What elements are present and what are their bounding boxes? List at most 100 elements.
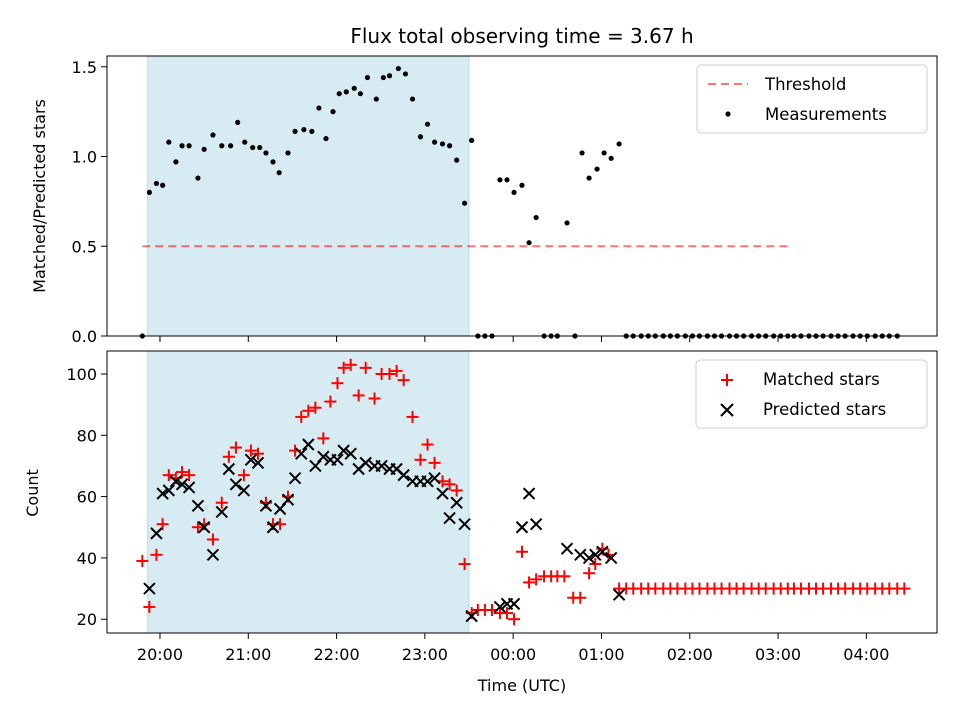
matched-star-point: [421, 438, 434, 451]
predicted-star-point: [443, 511, 456, 525]
matched-star-point: [191, 521, 204, 534]
matched-star-point: [368, 392, 381, 405]
predicted-star-point: [507, 597, 521, 611]
matched-star-point: [558, 570, 571, 583]
matched-star-point: [359, 361, 372, 374]
matched-star-point: [183, 469, 196, 482]
predicted-star-point: [229, 478, 243, 491]
predicted-star-point: [458, 517, 471, 531]
matched-star-point: [251, 447, 264, 460]
measurement-point: [336, 91, 342, 97]
matched-star-point: [222, 450, 235, 463]
bottom-y-tick-label: 60: [77, 488, 97, 507]
measurement-point: [270, 159, 276, 165]
bottom-y-tick-label: 20: [77, 610, 97, 629]
matched-star-point: [390, 364, 403, 377]
measurement-point: [210, 132, 216, 138]
top-y-tick-label: 1.5: [72, 58, 97, 77]
predicted-star-point: [522, 487, 536, 500]
predicted-star-point: [281, 493, 295, 506]
measurement-point: [186, 143, 192, 149]
measurement-point: [201, 146, 207, 152]
bottom-panel: 20 40 60 80 100 20:00 21:00 22:00 23:00 00:00 01:…: [23, 350, 938, 695]
bottom-legend: Matched stars Predicted stars: [695, 359, 928, 429]
predicted-star-point: [450, 496, 463, 509]
predicted-star-point: [191, 499, 205, 513]
predicted-star-point: [288, 471, 302, 485]
predicted-star-point: [375, 459, 388, 473]
predicted-star-point: [259, 499, 273, 513]
measurement-point: [533, 214, 539, 221]
matched-star-point: [414, 453, 427, 466]
legend-predicted-label: Predicted stars: [763, 400, 886, 419]
measurement-point: [409, 96, 416, 102]
matched-star-point: [344, 358, 357, 371]
measurement-point: [285, 150, 291, 156]
top-panel: 0.0 0.5 1.0 1.5 Flux total observing time =…: [30, 24, 938, 346]
bottom-panel-frame: [106, 350, 938, 634]
predicted-star-point: [162, 484, 176, 497]
predicted-star-point: [317, 450, 330, 463]
x-tick-label: 21:00: [225, 645, 271, 664]
matched-star-point: [337, 361, 350, 374]
predicted-star-point: [337, 444, 350, 457]
measurement-point: [417, 134, 424, 140]
legend-measurements-label: Measurements: [765, 105, 887, 124]
measurement-point: [228, 143, 234, 149]
bottom-legend-box: [695, 359, 928, 429]
top-y-axis-label: Matched/Predicted stars: [30, 99, 49, 293]
x-tick-label: 22:00: [314, 645, 360, 664]
legend-matched-label: Matched stars: [763, 370, 880, 389]
matched-star-point: [244, 444, 257, 457]
measurement-point: [504, 177, 510, 183]
predicted-star-point: [266, 521, 280, 534]
predicted-star-point: [436, 487, 449, 500]
measurement-point: [343, 89, 349, 95]
measurement-point: [579, 150, 585, 156]
measurement-point: [309, 128, 315, 134]
measurement-point: [351, 85, 357, 91]
predicted-star-point: [397, 468, 410, 482]
x-tick-label: 03:00: [755, 645, 801, 664]
measurement-point: [292, 128, 298, 134]
measurement-point: [519, 182, 525, 188]
bottom-y-tick-label: 80: [77, 426, 97, 445]
x-tick-label: 02:00: [667, 645, 713, 664]
predicted-star-point: [574, 548, 587, 562]
top-observing-span: [147, 55, 470, 337]
matched-star-point: [450, 484, 463, 497]
measurement-point: [179, 143, 185, 149]
x-tick-label: 20:00: [137, 645, 183, 664]
measurement-point: [395, 65, 401, 72]
bottom-y-tick-label: 40: [77, 549, 97, 568]
x-tick-label: 01:00: [578, 645, 624, 664]
measurement-point: [146, 189, 152, 196]
top-x-ticks: [159, 336, 867, 342]
matched-star-point: [523, 576, 536, 589]
measurement-point: [608, 155, 614, 161]
matched-star-point: [428, 456, 441, 469]
predicted-star-point: [302, 438, 315, 451]
matched-star-point: [324, 395, 337, 408]
measurement-point: [424, 121, 431, 127]
measurement-point: [173, 159, 179, 165]
measurement-point: [373, 96, 379, 102]
top-y-tick-label: 1.0: [72, 148, 97, 167]
matched-star-point: [443, 478, 456, 491]
predicted-star-point: [465, 609, 478, 623]
x-axis-label: Time (UTC): [477, 676, 566, 695]
matched-star-point: [406, 410, 419, 423]
x-tick-label: 04:00: [843, 645, 889, 664]
matched-star-point: [458, 558, 471, 571]
measurement-point: [586, 175, 592, 181]
measurement-point: [153, 180, 160, 187]
predicted-star-point: [612, 588, 626, 601]
matched-star-point: [383, 367, 396, 380]
predicted-star-point: [493, 600, 507, 614]
bottom-y-axis-label: Count: [23, 469, 42, 517]
matched-star-point: [516, 545, 528, 558]
x-tick-label: 00:00: [490, 645, 536, 664]
predicted-star-point: [589, 548, 602, 562]
bottom-y-tick-label: 100: [66, 365, 97, 384]
